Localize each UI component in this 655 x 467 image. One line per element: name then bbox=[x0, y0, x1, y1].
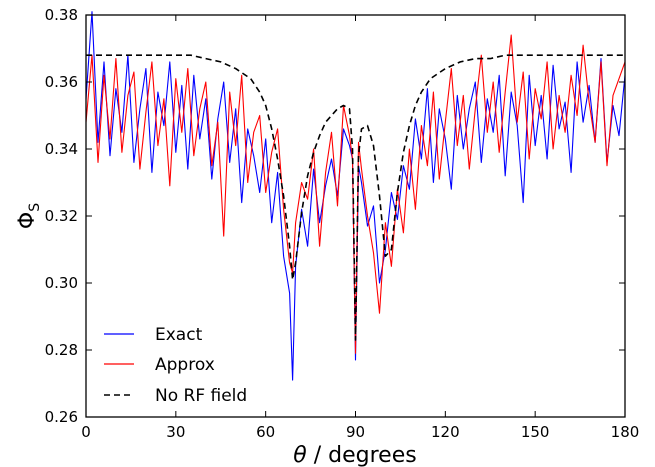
y-tick-label: 0.36 bbox=[45, 73, 78, 91]
y-axis-symbol: Φ bbox=[15, 212, 40, 229]
legend-label-approx: Approx bbox=[155, 355, 215, 375]
x-tick-label: 30 bbox=[166, 423, 185, 441]
y-tick-label: 0.28 bbox=[45, 341, 78, 359]
x-tick-label: 60 bbox=[256, 423, 275, 441]
y-axis-subscript: S bbox=[27, 203, 43, 212]
x-tick-label: 150 bbox=[521, 423, 550, 441]
y-tick-label: 0.32 bbox=[45, 207, 78, 225]
x-tick-label: 120 bbox=[431, 423, 460, 441]
y-axis-title: ΦS bbox=[15, 203, 43, 229]
x-tick-label: 180 bbox=[611, 423, 640, 441]
x-axis-text: / degrees bbox=[307, 443, 417, 467]
legend-label-exact: Exact bbox=[155, 325, 203, 345]
y-ticks: 0.26 0.28 0.30 0.32 0.34 0.36 0.38 bbox=[45, 6, 625, 426]
x-tick-label: 0 bbox=[81, 423, 91, 441]
x-tick-label: 90 bbox=[346, 423, 365, 441]
y-tick-label: 0.26 bbox=[45, 408, 78, 426]
x-axis-title: θ / degrees bbox=[293, 443, 416, 467]
legend-label-norf: No RF field bbox=[155, 386, 247, 406]
y-tick-label: 0.34 bbox=[45, 140, 78, 158]
legend: Exact Approx No RF field bbox=[104, 325, 247, 406]
x-ticks: 0 30 60 90 120 150 180 bbox=[81, 15, 639, 441]
series-line-approx bbox=[85, 34, 626, 354]
series-line-norf bbox=[86, 54, 625, 341]
y-tick-label: 0.30 bbox=[45, 274, 78, 292]
series-layer bbox=[85, 11, 626, 381]
y-tick-label: 0.38 bbox=[45, 6, 78, 24]
x-axis-symbol: θ bbox=[293, 443, 307, 467]
